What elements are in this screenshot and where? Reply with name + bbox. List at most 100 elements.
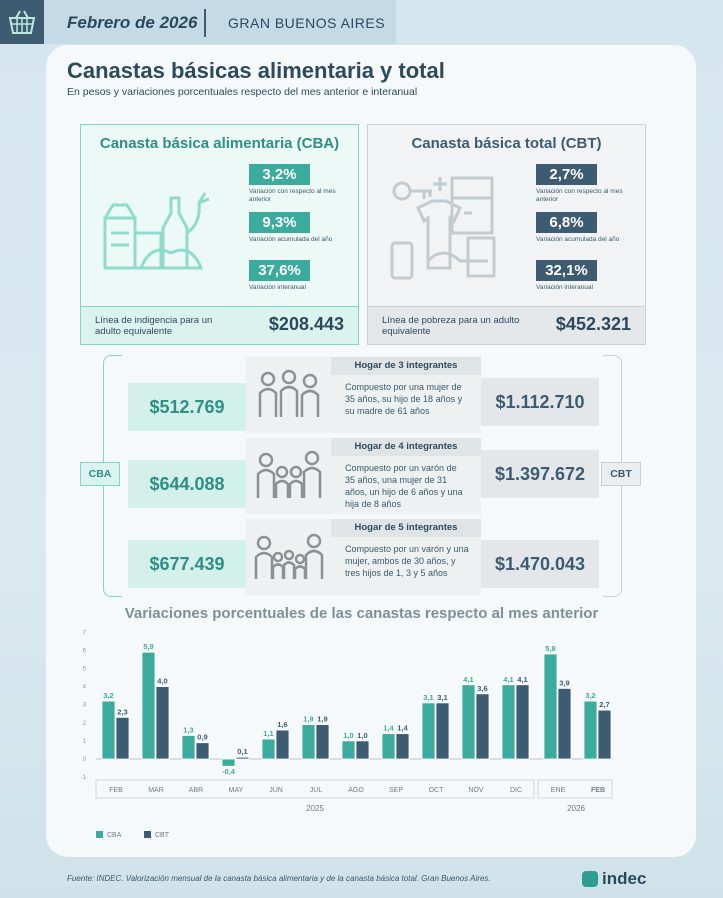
bar-cbt (435, 702, 450, 760)
cbt-tag: CBT (601, 462, 641, 486)
data-label-cba: 4,1 (503, 675, 513, 684)
bar-cba (543, 653, 558, 760)
household-5-title: Hogar de 5 integrantes (331, 519, 481, 537)
bar-cba (301, 724, 316, 760)
chart-title: Variaciones porcentuales de las canastas… (124, 605, 599, 622)
data-label-cbt: 3,9 (559, 678, 569, 687)
family-5-icon (254, 531, 324, 581)
y-tick-label: -1 (81, 775, 87, 781)
data-label-cba: 5,9 (143, 642, 153, 651)
y-tick-label: 6 (83, 648, 87, 654)
bar-cba (583, 700, 598, 760)
bar-cbt (195, 742, 210, 760)
data-label-cbt: 4,1 (517, 675, 527, 684)
bar-cbt (395, 733, 410, 760)
household-3-cba: $512.769 (128, 383, 246, 431)
x-tick-label: ABR (189, 787, 203, 794)
basket-icon (0, 0, 44, 44)
household-4-cbt: $1.397.672 (481, 450, 599, 498)
poverty-line-value: $452.321 (555, 314, 631, 334)
page-title: Canastas básicas alimentaria y total (67, 58, 445, 83)
cbt-panel: Canasta básica total (CBT) 2,7% Variació… (367, 124, 646, 345)
data-label-cba: 4,1 (463, 675, 473, 684)
year-label-2025: 2025 (306, 804, 324, 813)
household-5-description: Compuesto por un varón y una mujer, ambo… (345, 544, 469, 578)
bar-cba (341, 740, 356, 760)
household-3-card: Hogar de 3 integrantes Compuesto por una… (246, 357, 481, 433)
food-basket-icon (101, 173, 213, 293)
bar-cba (501, 684, 516, 760)
indec-logo-text: indec (602, 869, 647, 888)
legend-label-cba: CBA (107, 832, 122, 839)
header-date: Febrero de 2026 (67, 13, 198, 32)
cbt-yoy-value: 32,1% (536, 260, 597, 281)
cba-ytd-value: 9,3% (249, 212, 310, 233)
data-label-cba: 3,1 (423, 693, 433, 702)
household-4-title: Hogar de 4 integrantes (331, 438, 481, 456)
data-label-cbt: 3,1 (437, 693, 447, 702)
x-tick-label: AGO (348, 787, 364, 794)
cbt-monthly-label: Variación con respecto al mes anterior (536, 188, 623, 203)
household-4-description: Compuesto por un varón de 35 años, una m… (345, 463, 463, 509)
y-tick-label: 0 (83, 757, 87, 763)
y-tick-label: 7 (83, 630, 87, 636)
header-divider (204, 9, 206, 37)
x-tick-label: SEP (389, 787, 403, 794)
bar-cba (261, 738, 276, 760)
bar-cbt (355, 740, 370, 760)
x-tick-label: ENE (551, 787, 566, 794)
year-label-2026: 2026 (567, 804, 585, 813)
y-tick-label: 3 (83, 703, 87, 709)
cba-title: Canasta básica alimentaria (CBA) (99, 135, 340, 152)
household-5-cba: $677.439 (128, 540, 246, 588)
data-label-cbt: 4,0 (157, 677, 167, 686)
data-label-cba: 3,2 (585, 691, 595, 700)
household-5-cbt: $1.470.043 (481, 540, 599, 588)
bar-cbt (235, 756, 250, 760)
page-subtitle: En pesos y variaciones porcentuales resp… (67, 86, 418, 98)
x-tick-label: OCT (429, 787, 445, 794)
data-label-cbt: 2,7 (599, 700, 609, 709)
cba-panel: Canasta básica alimentaria (CBA) 3,2% Va… (80, 124, 359, 345)
cba-monthly-label: Variación con respecto al mes anterior (249, 188, 336, 203)
data-label-cbt: 3,6 (477, 684, 487, 693)
bar-cba (181, 735, 196, 760)
x-axis-2026-frame (537, 779, 613, 799)
poverty-line-label: Línea de pobreza para un adulto equivale… (382, 315, 520, 337)
y-tick-label: 5 (83, 667, 87, 673)
data-label-cba: 1,0 (343, 731, 353, 740)
data-label-cba: 1,9 (303, 715, 313, 724)
cba-tag: CBA (80, 462, 120, 486)
cbt-yoy-label: Variación interanual (536, 284, 593, 291)
y-tick-label: 2 (83, 721, 87, 727)
indigence-line-label: Línea de indigencia para un adulto equiv… (95, 315, 213, 337)
x-tick-label: FEB (109, 787, 123, 794)
x-axis-2025-frame (95, 779, 535, 799)
legend-swatch-cba (96, 831, 103, 838)
data-label-cba: -0,4 (222, 767, 236, 776)
indigence-line-value: $208.443 (268, 314, 344, 334)
family-4-icon (254, 450, 324, 500)
household-5-card: Hogar de 5 integrantes Compuesto por un … (246, 519, 481, 595)
header-bar: Febrero de 2026 GRAN BUENOS AIRES (0, 0, 396, 44)
bar-cba (221, 758, 236, 767)
bar-cbt (557, 688, 572, 760)
y-tick-label: 1 (83, 739, 87, 745)
household-4-cba: $644.088 (128, 460, 246, 508)
data-label-cba: 5,8 (545, 644, 555, 653)
bar-cbt (475, 693, 490, 760)
household-goods-icon (388, 173, 500, 293)
bar-cbt (275, 729, 290, 760)
household-3-cbt: $1.112.710 (481, 378, 599, 426)
bar-cbt (515, 684, 530, 760)
bar-cba (461, 684, 476, 760)
household-3-title: Hogar de 3 integrantes (331, 357, 481, 375)
cba-yoy-label: Variación interanual (249, 284, 306, 291)
cbt-monthly-value: 2,7% (536, 164, 597, 185)
y-tick-label: 4 (83, 685, 87, 691)
cbt-ytd-value: 6,8% (536, 212, 597, 233)
data-label-cbt: 0,9 (197, 733, 207, 742)
indec-logo: indec (582, 869, 646, 889)
data-label-cbt: 1,6 (277, 720, 287, 729)
cba-monthly-value: 3,2% (249, 164, 310, 185)
